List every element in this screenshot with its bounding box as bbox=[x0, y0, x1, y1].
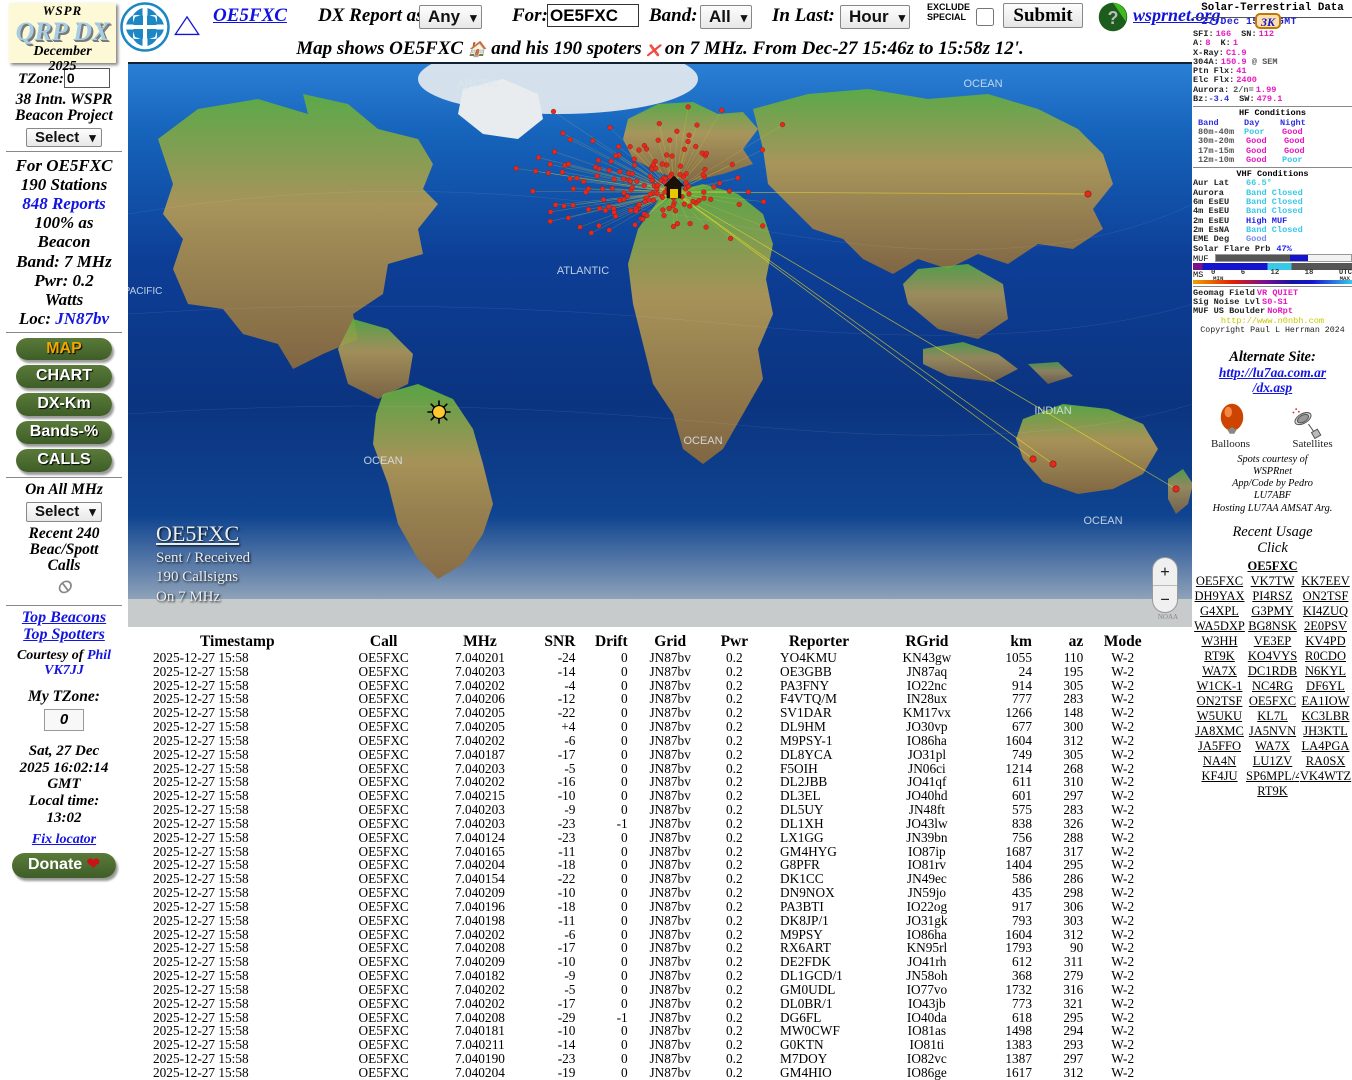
svg-text:OCEAN: OCEAN bbox=[683, 435, 722, 447]
svg-text:NOAA: NOAA bbox=[1158, 613, 1178, 621]
svg-text:ARCTIC: ARCTIC bbox=[458, 78, 499, 90]
svg-text:OCEAN: OCEAN bbox=[363, 455, 402, 467]
svg-text:?: ? bbox=[1108, 8, 1119, 28]
svg-text:INDIAN: INDIAN bbox=[1034, 405, 1071, 417]
svg-text:OCEAN: OCEAN bbox=[1083, 515, 1122, 527]
svg-text:OCEAN: OCEAN bbox=[963, 78, 1002, 90]
svg-text:ATLANTIC: ATLANTIC bbox=[557, 265, 609, 277]
svg-text:PACIFIC: PACIFIC bbox=[128, 286, 162, 297]
